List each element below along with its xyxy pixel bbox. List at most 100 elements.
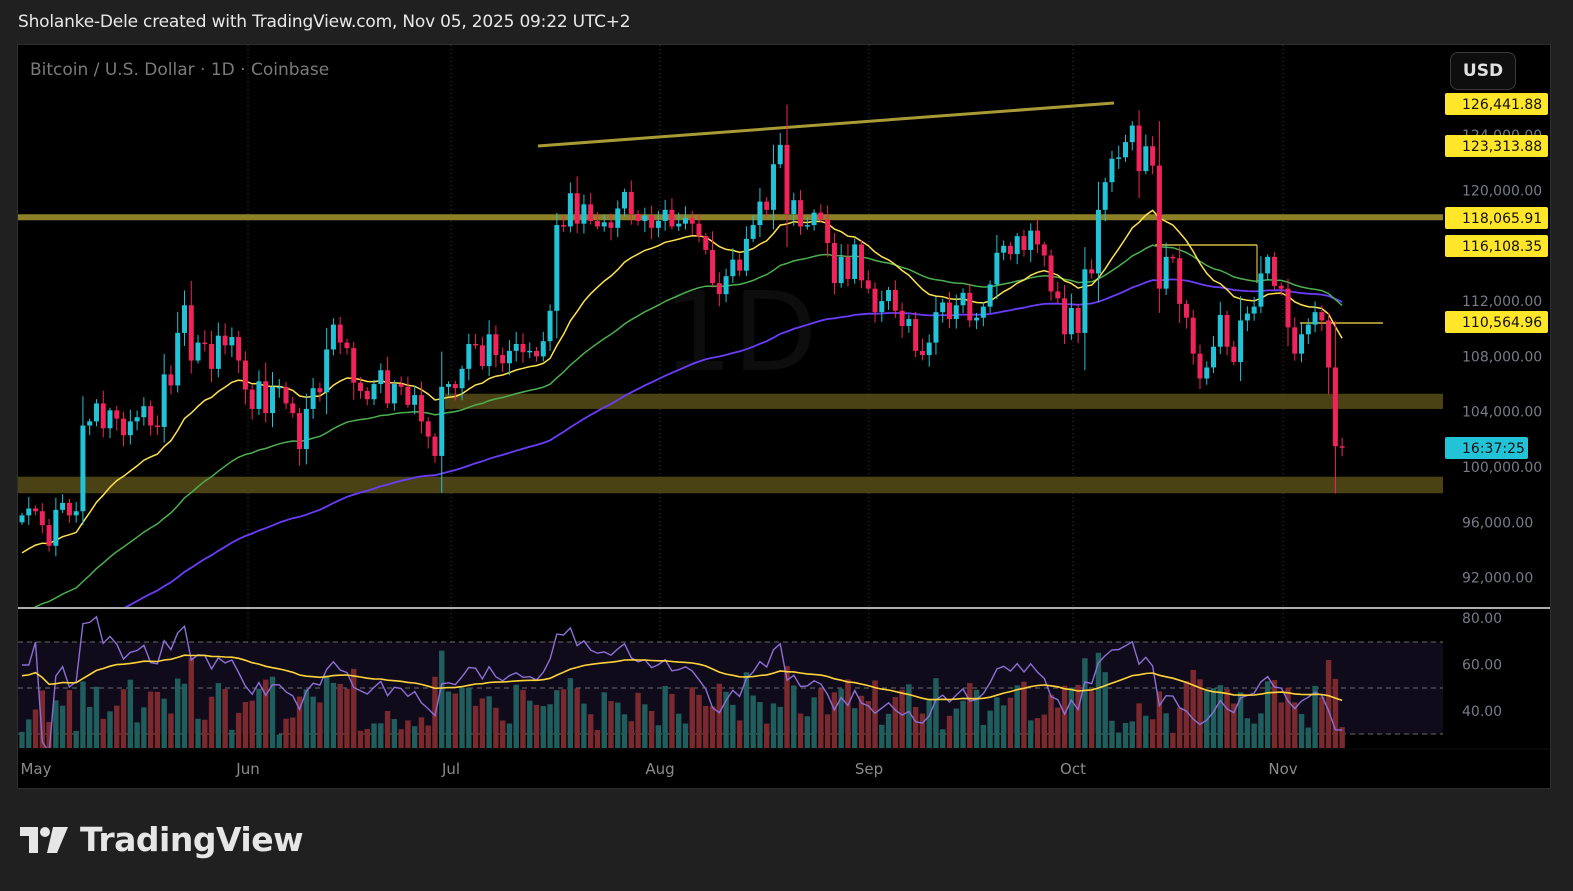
candle	[121, 418, 127, 436]
price-tag	[1445, 135, 1548, 157]
currency-button[interactable]: USD	[1450, 52, 1516, 90]
candle	[1332, 367, 1338, 447]
logo-text: TradingView	[80, 820, 304, 859]
candle	[378, 370, 384, 385]
symbol-label: Bitcoin / U.S. Dollar · 1D · Coinbase	[30, 60, 330, 80]
candle	[628, 191, 634, 215]
candle	[1001, 245, 1007, 253]
candle	[73, 511, 79, 516]
candle	[60, 502, 66, 510]
candle	[852, 244, 858, 279]
candle	[770, 164, 776, 210]
candle	[283, 386, 289, 404]
candle	[913, 319, 919, 351]
candle	[1204, 367, 1210, 379]
candle	[689, 218, 695, 224]
candle	[1068, 308, 1074, 335]
candle	[405, 386, 411, 405]
candle	[669, 209, 675, 227]
x-axis-label: Sep	[855, 760, 883, 778]
candle	[66, 502, 72, 516]
candle	[601, 222, 607, 227]
candle	[1183, 303, 1189, 318]
candle	[1244, 313, 1250, 321]
candle	[703, 236, 709, 250]
candle	[1197, 353, 1203, 379]
candle	[608, 222, 614, 228]
candle	[1224, 314, 1230, 347]
candle	[446, 384, 452, 387]
candle	[1217, 314, 1223, 347]
candle	[750, 225, 756, 239]
candle	[1238, 320, 1244, 362]
candle	[764, 201, 770, 210]
candle	[642, 215, 648, 221]
candle	[567, 193, 573, 227]
candle	[615, 208, 621, 228]
y-axis-label: 108,000.00	[1462, 349, 1542, 365]
candle	[1285, 288, 1291, 328]
candle	[872, 288, 878, 313]
candle	[1278, 285, 1284, 289]
y-axis-label: 120,000.00	[1462, 184, 1542, 200]
candle	[46, 525, 52, 546]
candle	[696, 223, 702, 237]
candle	[391, 384, 397, 404]
candle	[987, 284, 993, 307]
candle	[371, 384, 377, 400]
candle	[506, 350, 512, 364]
candle	[1116, 157, 1122, 159]
candle	[479, 345, 485, 367]
candle	[1102, 182, 1108, 210]
candle	[1312, 312, 1318, 325]
y-axis-label: 92,000.00	[1462, 571, 1533, 587]
candle	[222, 335, 228, 346]
candle	[398, 384, 404, 387]
candle	[777, 144, 783, 165]
tradingview-logo: TradingView	[20, 820, 304, 859]
candle	[926, 342, 932, 356]
candle	[892, 290, 898, 311]
volume-bars	[19, 650, 1345, 748]
price-tag	[1445, 437, 1528, 459]
candle	[1109, 158, 1115, 183]
candle	[1299, 334, 1305, 354]
interval-watermark: 1D	[663, 268, 818, 396]
candle	[276, 386, 282, 389]
candle	[1007, 245, 1013, 255]
candle	[520, 343, 526, 353]
candle	[324, 349, 330, 393]
candle	[202, 342, 208, 345]
candle	[39, 511, 45, 526]
candle	[1028, 230, 1034, 250]
tradingview-logo-icon	[20, 826, 68, 853]
candle	[1021, 236, 1027, 250]
candle	[547, 310, 553, 342]
y-axis-label: 112,000.00	[1462, 294, 1542, 310]
candle	[1190, 317, 1196, 354]
candle	[473, 343, 479, 346]
candle	[1211, 346, 1217, 368]
candle	[242, 360, 248, 390]
candle	[1095, 209, 1101, 274]
candle	[540, 341, 546, 357]
candle	[1035, 230, 1040, 245]
x-axis-label: Oct	[1060, 760, 1086, 778]
candle	[161, 374, 167, 427]
candle	[838, 256, 844, 284]
candle	[256, 381, 262, 409]
ema-slow-line	[124, 278, 1343, 607]
candle	[1265, 256, 1271, 274]
candles	[19, 104, 1345, 557]
price-tag	[1445, 235, 1548, 257]
y-axis-label: 100,000.00	[1462, 460, 1542, 476]
candle	[1136, 125, 1142, 172]
candle	[649, 215, 655, 228]
x-axis-label: May	[20, 760, 51, 778]
rsi-axis-label: 40.00	[1462, 704, 1502, 720]
candle	[899, 310, 905, 326]
x-axis-label: Jul	[441, 760, 460, 778]
candle	[486, 334, 492, 367]
candle	[886, 290, 892, 302]
